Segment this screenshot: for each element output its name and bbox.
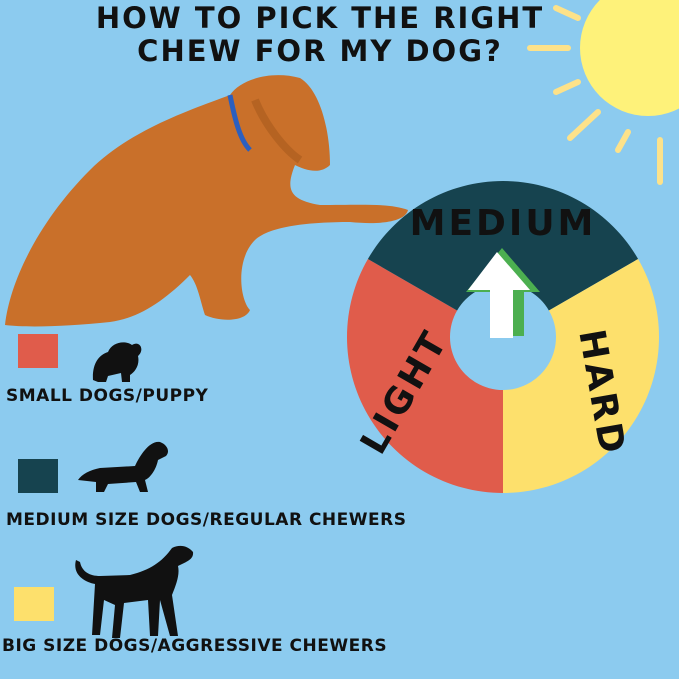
legend-label-medium: MEDIUM SIZE DOGS/REGULAR CHEWERS — [6, 510, 407, 530]
page-title: HOW TO PICK THE RIGHT CHEW FOR MY DOG? — [60, 2, 580, 68]
title-line-1: HOW TO PICK THE RIGHT — [95, 1, 545, 35]
dachshund-icon — [78, 441, 168, 492]
legend-swatch-medium — [18, 459, 58, 493]
wheel-label-medium: MEDIUM — [410, 203, 597, 244]
wheel-segment-medium — [367, 181, 639, 311]
wheel-segment-light — [346, 259, 503, 493]
legend-label-big: BIG SIZE DOGS/AGGRESSIVE CHEWERS — [2, 636, 388, 656]
big-dog-icon — [75, 545, 194, 638]
wheel-segment-hard — [503, 259, 659, 493]
arrow-up-icon — [466, 248, 540, 338]
small-dog-icon — [92, 342, 142, 382]
golden-retriever-image — [5, 75, 408, 327]
legend-swatch-hard — [14, 587, 54, 621]
sun-icon — [527, 0, 679, 185]
title-line-2: CHEW FOR MY DOG? — [137, 34, 503, 68]
legend-label-small: SMALL DOGS/PUPPY — [6, 386, 209, 406]
legend-swatch-light — [18, 334, 58, 368]
